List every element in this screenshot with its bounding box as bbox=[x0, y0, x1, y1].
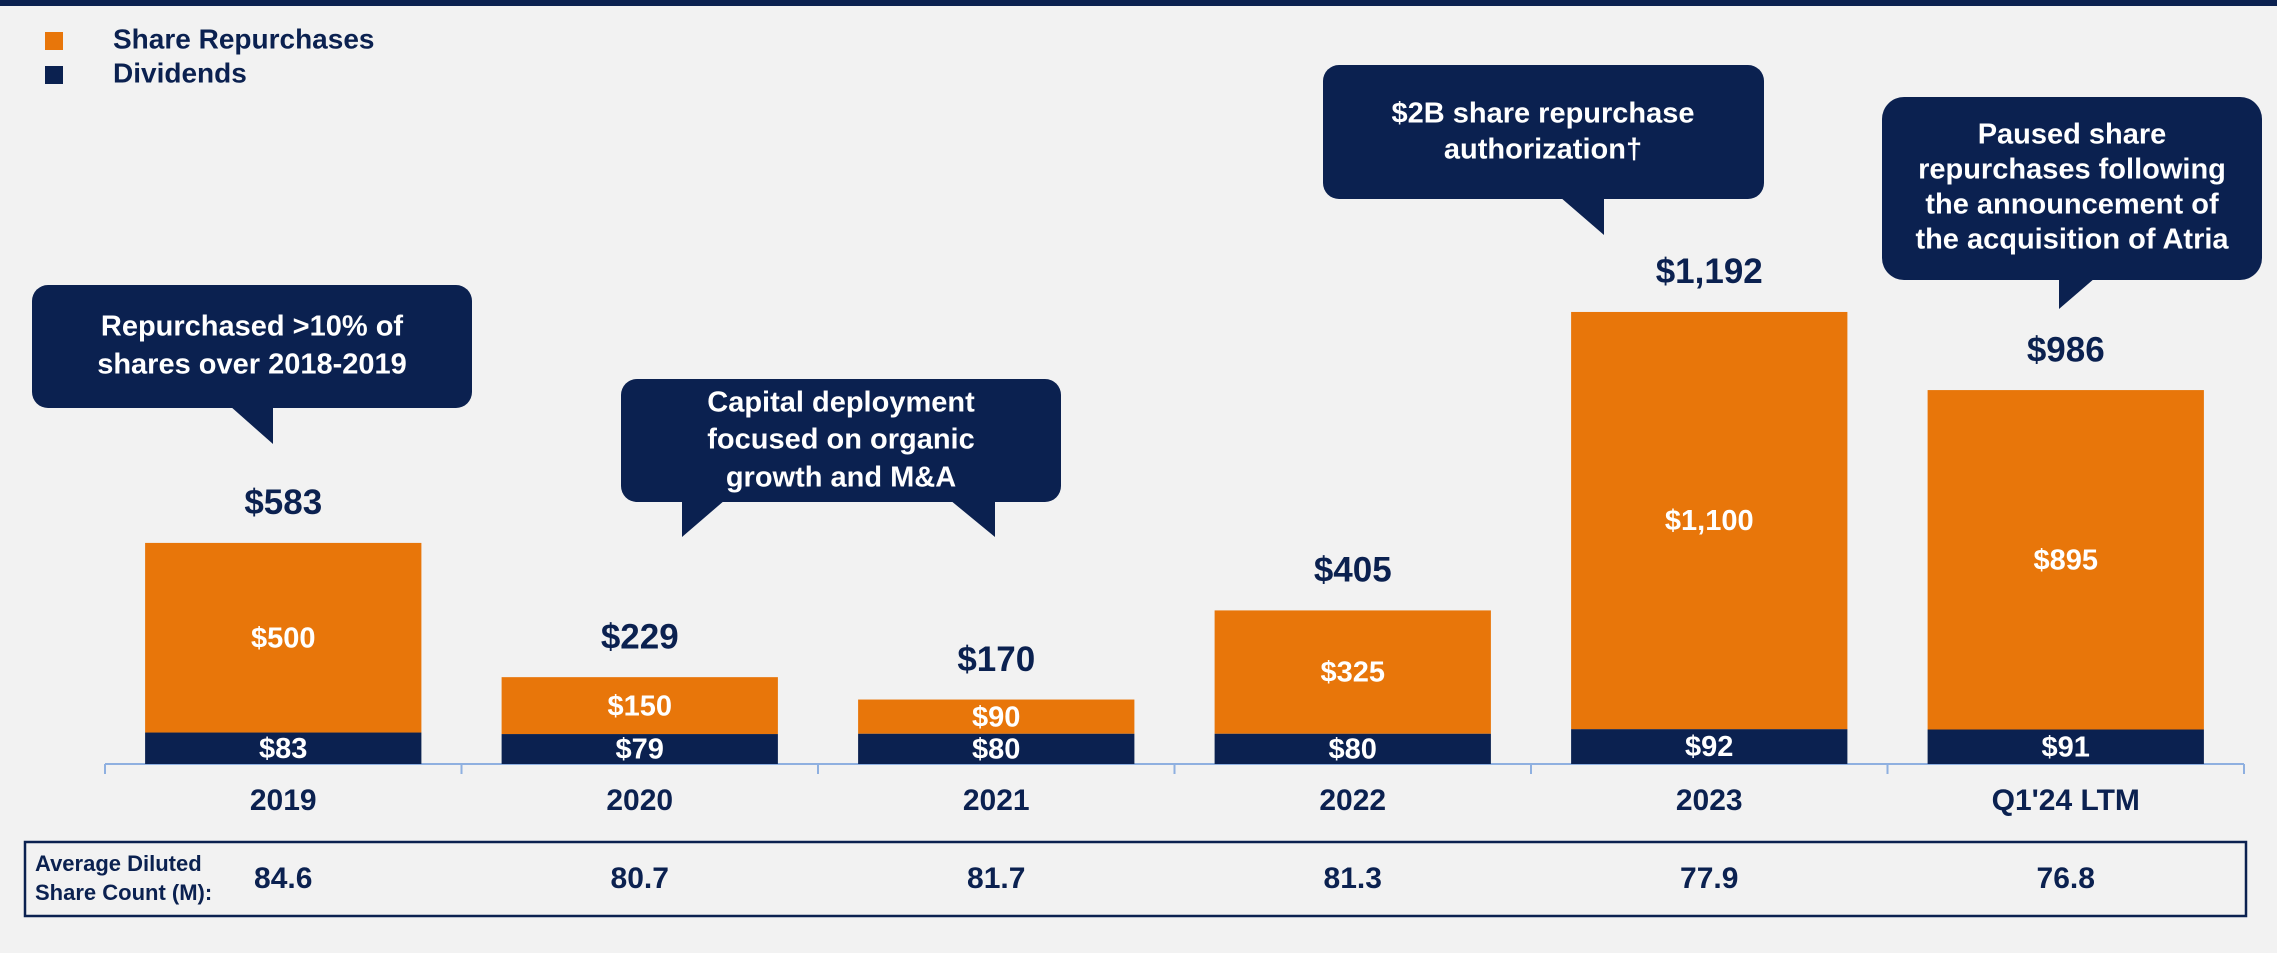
bar-segment bbox=[1927, 390, 2204, 730]
total-label: $986 bbox=[2027, 330, 2105, 369]
share-count-value: 84.6 bbox=[254, 862, 312, 895]
value-label: $90 bbox=[972, 701, 1020, 733]
bar-segment bbox=[858, 699, 1135, 734]
bar-segment bbox=[501, 677, 778, 735]
value-label: $80 bbox=[1329, 733, 1377, 765]
callout-text: the announcement of bbox=[1925, 189, 2219, 221]
callout-text: Paused share bbox=[1978, 119, 2167, 151]
value-label: $83 bbox=[259, 733, 307, 765]
callout-text: the acquisition of Atria bbox=[1915, 224, 2229, 256]
share-count-label: Average Diluted bbox=[35, 851, 202, 876]
total-label: $405 bbox=[1314, 551, 1392, 590]
x-tick-label: Q1'24 LTM bbox=[1992, 784, 2140, 817]
callout-text: Capital deployment bbox=[707, 387, 975, 419]
value-label: $500 bbox=[251, 622, 316, 654]
value-label: $92 bbox=[1685, 731, 1733, 763]
value-label: $150 bbox=[607, 690, 672, 722]
legend-label: Dividends bbox=[113, 57, 247, 88]
callout-text: growth and M&A bbox=[726, 462, 956, 494]
bar-segment bbox=[1571, 311, 1848, 730]
callout: $2B share repurchase authorization† bbox=[1323, 65, 1764, 235]
share-count-value: 81.7 bbox=[967, 862, 1025, 895]
callout-text: repurchases following bbox=[1918, 154, 2226, 186]
value-label: $1,100 bbox=[1665, 505, 1754, 537]
total-label: $170 bbox=[957, 640, 1035, 679]
callout-text: focused on organic bbox=[707, 424, 974, 456]
callout-text: Repurchased >10% of bbox=[101, 311, 404, 343]
x-tick-label: 2023 bbox=[1676, 784, 1743, 817]
callout-text: shares over 2018-2019 bbox=[97, 349, 407, 381]
share-count-value: 80.7 bbox=[611, 862, 669, 895]
callout: Repurchased >10% of shares over 2018-201… bbox=[32, 285, 472, 444]
x-tick-label: 2020 bbox=[606, 784, 673, 817]
x-tick-label: 2019 bbox=[250, 784, 317, 817]
bar-segment bbox=[1927, 729, 2204, 764]
x-tick-label: 2022 bbox=[1319, 784, 1386, 817]
total-label: $583 bbox=[244, 483, 322, 522]
bar-segment bbox=[1214, 733, 1491, 764]
legend-swatch bbox=[45, 66, 63, 84]
share-count-value: 77.9 bbox=[1680, 862, 1738, 895]
value-label: $325 bbox=[1320, 657, 1385, 689]
top-rule bbox=[0, 0, 2277, 6]
legend-label: Share Repurchases bbox=[113, 23, 374, 54]
share-count-value: 81.3 bbox=[1324, 862, 1382, 895]
total-label: $1,192 bbox=[1656, 252, 1763, 291]
legend-swatch bbox=[45, 32, 63, 50]
bar-segment bbox=[145, 542, 422, 733]
bar-segment bbox=[1571, 729, 1848, 764]
value-label: $91 bbox=[2042, 731, 2090, 763]
bar-segment bbox=[1214, 610, 1491, 734]
value-label: $80 bbox=[972, 733, 1020, 765]
callout: Paused share repurchases following the a… bbox=[1882, 97, 2262, 309]
value-label: $79 bbox=[616, 734, 664, 766]
share-count-box bbox=[23, 840, 2248, 918]
callout: Capital deployment focused on organic gr… bbox=[621, 379, 1061, 537]
bar-segment bbox=[501, 734, 778, 764]
bar-segment bbox=[858, 733, 1135, 764]
bar-segment bbox=[145, 732, 422, 764]
callout-text: $2B share repurchase bbox=[1391, 98, 1694, 130]
share-count-label: Share Count (M): bbox=[35, 880, 212, 905]
total-label: $229 bbox=[601, 617, 679, 656]
callout-text: authorization† bbox=[1444, 134, 1642, 166]
x-tick-label: 2021 bbox=[963, 784, 1030, 817]
value-label: $895 bbox=[2033, 544, 2098, 576]
share-count-value: 76.8 bbox=[2037, 862, 2095, 895]
